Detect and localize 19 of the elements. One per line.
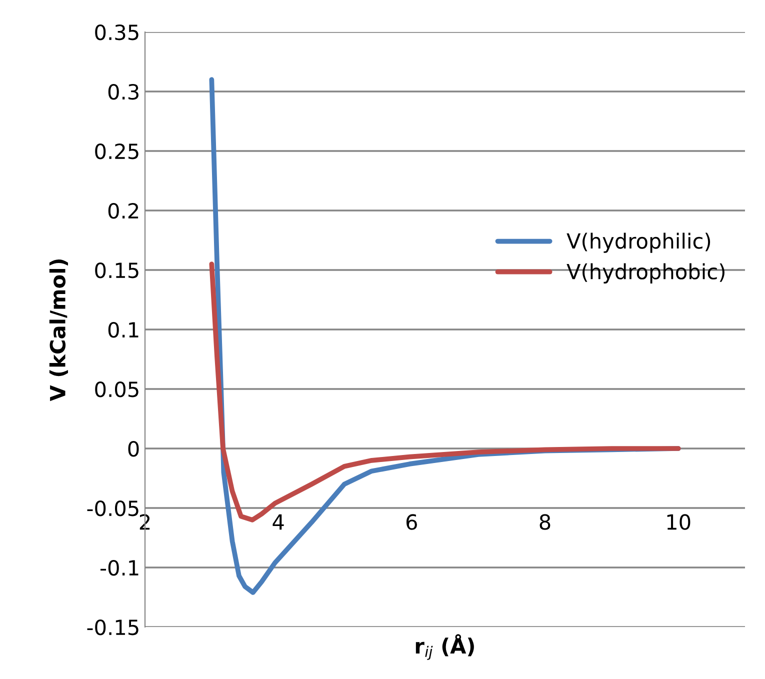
y-tick-label: 0.35 bbox=[95, 24, 138, 40]
y-tick-label: -0.05 bbox=[87, 500, 138, 516]
y-tick-label: -0.1 bbox=[100, 560, 138, 576]
x-tick-label: 4 bbox=[272, 514, 284, 530]
legend-label: V(hydrophobic) bbox=[566, 263, 724, 284]
y-tick-label: 0.05 bbox=[95, 381, 138, 398]
x-tick-label: 10 bbox=[667, 514, 690, 530]
y-tick-label: 0.1 bbox=[108, 322, 138, 338]
x-tick-label: 8 bbox=[540, 514, 550, 530]
y-tick-label: -0.15 bbox=[87, 619, 138, 636]
y-tick-label: 0.25 bbox=[95, 143, 138, 160]
x-axis-title: r$_{ij}$ (Å) bbox=[416, 634, 474, 660]
y-tick-label: 0.15 bbox=[95, 262, 138, 278]
y-axis-title: V (kCal/mol) bbox=[49, 260, 68, 402]
x-tick-label: 6 bbox=[406, 514, 417, 530]
y-tick-label: 0.2 bbox=[108, 202, 138, 219]
y-tick-label: 0.3 bbox=[108, 84, 138, 100]
y-tick-label: 0 bbox=[128, 440, 139, 457]
legend-label: V(hydrophilic) bbox=[566, 232, 710, 253]
